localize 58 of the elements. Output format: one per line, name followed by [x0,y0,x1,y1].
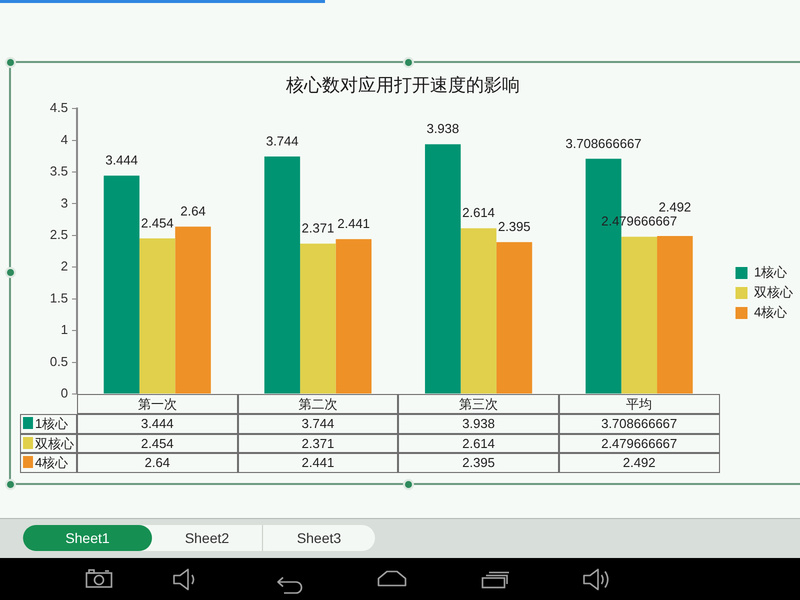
data-label: 3.938 [398,414,559,434]
data-label: 3.708666667 [558,414,720,434]
annotation: 2.454 [141,215,174,230]
annotation: 2.64 [180,204,206,219]
annotation: 2.492 [658,200,692,215]
bar [424,144,461,394]
x-tick-label: 第一次 [138,396,177,412]
data-label: 2.441 [238,453,398,472]
y-tick-label: 2 [60,258,68,274]
annotation: 3.444 [105,152,138,168]
text: 4核心 [35,455,68,470]
chart-title: 核心数对应用打开速度的影响 [285,74,520,95]
data-label: 2.614 [398,434,559,453]
data-label: 2.479666667 [558,434,720,453]
bar [496,242,532,394]
annotation: 2.441 [337,216,370,232]
y-tick-label: 1 [60,322,68,338]
annotation: 2.371 [302,220,334,236]
legend-label: 双核心 [35,436,74,450]
legend-label: 4核心 [754,304,788,320]
data-label: 3.444 [77,414,238,434]
annotation: 3.708666667 [566,136,642,151]
bar [139,238,176,394]
y-tick-label: 4 [60,132,68,147]
data-label: 3.744 [238,414,398,434]
sheet-tab[interactable]: Sheet3 [262,525,375,551]
text: 1核心 [754,264,788,280]
y-tick-label: 3 [60,195,68,210]
annotation: 2.395 [498,219,531,234]
annotation: 3.744 [266,134,298,149]
data-label: 2.64 [77,453,238,472]
sheet-tab[interactable]: Sheet2 [152,525,262,551]
y-tick-label: 2.5 [50,227,68,242]
bar [621,236,658,394]
data-label: 2.395 [398,453,559,472]
sheet-tab[interactable]: Sheet1 [23,525,152,551]
bar [460,228,496,394]
data-label: 2.371 [238,434,398,453]
legend-label: 1核心 [35,416,68,431]
bar [336,239,372,394]
text: 双核心 [754,284,793,300]
bar [657,236,693,394]
y-tick-label: 0 [60,386,68,401]
bar [300,244,336,394]
data-label: 2.492 [558,453,720,472]
x-tick-label: 第二次 [298,396,338,412]
bar [175,226,211,394]
data-label: 2.454 [77,434,238,453]
bar [264,156,300,394]
y-tick-label: 3.5 [50,164,68,179]
x-tick-label: 平均 [626,396,652,412]
annotation: 2.614 [462,205,495,220]
x-tick-label: 第三次 [459,396,498,412]
y-tick-label: 0.5 [50,354,68,369]
annotation: 3.938 [426,121,460,136]
y-tick-label: 1.5 [50,290,68,306]
y-tick-label: 4.5 [50,100,68,116]
bar [104,176,140,394]
